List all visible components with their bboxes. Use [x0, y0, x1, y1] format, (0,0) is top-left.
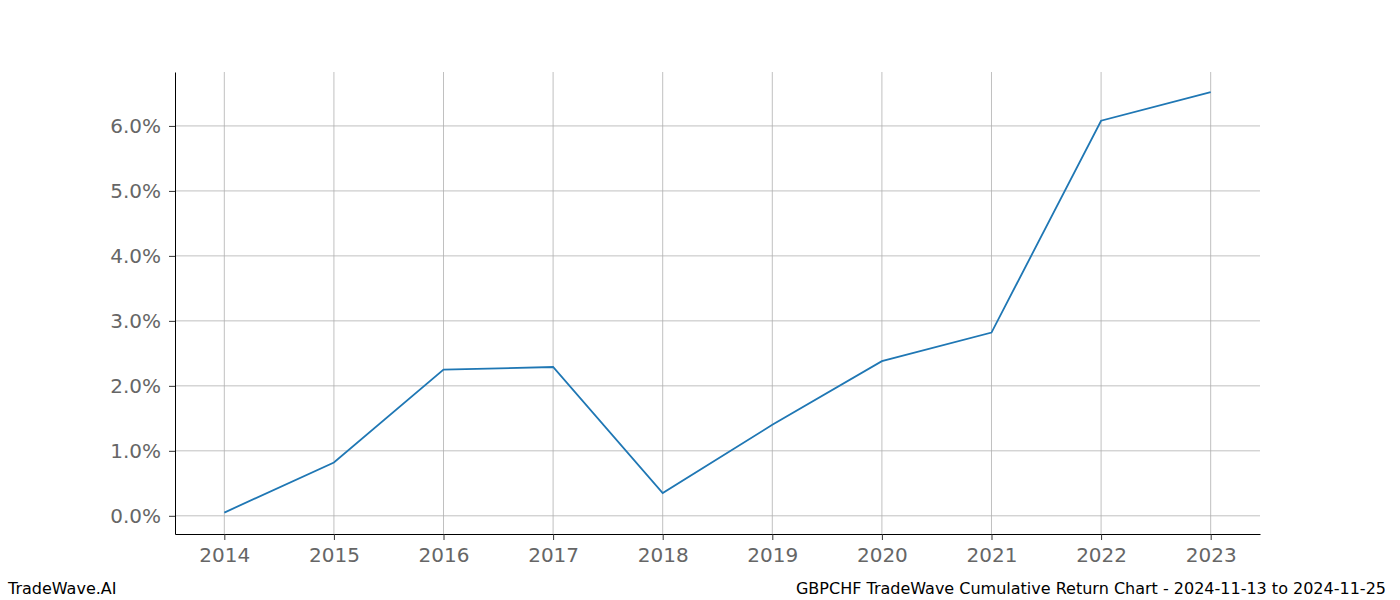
axis-line [176, 534, 1261, 535]
tick-label: 2021 [967, 543, 1018, 567]
grid-line-y [175, 515, 1260, 516]
tick-mark [663, 534, 664, 540]
grid-line-y [175, 255, 1260, 256]
tick-mark [169, 386, 175, 387]
tick-mark [169, 451, 175, 452]
tick: 1.0% [110, 439, 175, 463]
tick-mark [882, 534, 883, 540]
tick-mark [1101, 534, 1102, 540]
tick-mark [1211, 534, 1212, 540]
tick: 2019 [747, 534, 798, 567]
tick-label: 2017 [528, 543, 579, 567]
y-axis: 0.0% 1.0% 2.0% 3.0% 4.0% 5.0% 6.0% [110, 73, 175, 535]
tick: 2.0% [110, 374, 175, 398]
grid-line-y [175, 385, 1260, 386]
tick: 3.0% [110, 309, 175, 333]
tick: 2022 [1076, 534, 1127, 567]
grid-line-x [772, 72, 773, 534]
tick-label: 6.0% [110, 114, 161, 138]
plot: 2014 2015 2016 2017 2018 2019 2020 2021 2022 2023… [110, 72, 1260, 567]
tick-label: 2020 [857, 543, 908, 567]
chart: 2014 2015 2016 2017 2018 2019 2020 2021 2022 2023… [0, 0, 1400, 600]
grid-line-x [991, 72, 992, 534]
tick-label: 2018 [638, 543, 689, 567]
tick-mark [169, 191, 175, 192]
grid-line-x [443, 72, 444, 534]
grid-line-x [333, 72, 334, 534]
tick-label: 2019 [747, 543, 798, 567]
tick-label: 2016 [419, 543, 470, 567]
tick-mark [991, 534, 992, 540]
tick: 2020 [857, 534, 908, 567]
tick: 2018 [638, 534, 689, 567]
tick: 2023 [1186, 534, 1237, 567]
grid-line-x [662, 72, 663, 534]
line [224, 92, 1210, 512]
tick-mark [169, 516, 175, 517]
grid-line-x [1101, 72, 1102, 534]
tick-label: 2022 [1076, 543, 1127, 567]
tick: 4.0% [110, 244, 175, 268]
tick: 5.0% [110, 179, 175, 203]
tick-label: 5.0% [110, 179, 161, 203]
grid-line-y [175, 190, 1260, 191]
tick-mark [444, 534, 445, 540]
tick: 2021 [967, 534, 1018, 567]
tick-mark [334, 534, 335, 540]
tick-label: 2023 [1186, 543, 1237, 567]
tick-mark [169, 321, 175, 322]
tick-label: 3.0% [110, 309, 161, 333]
tick-mark [169, 256, 175, 257]
tick-label: 4.0% [110, 244, 161, 268]
tick-mark [553, 534, 554, 540]
tick-label: 2014 [199, 543, 250, 567]
grid-line-x [881, 72, 882, 534]
tick: 2015 [309, 534, 360, 567]
tick-label: 1.0% [110, 439, 161, 463]
axis-line [175, 73, 176, 535]
grid-line-x [224, 72, 225, 534]
grid-line-y [175, 450, 1260, 451]
grid [175, 72, 1260, 534]
grid-line-y [175, 320, 1260, 321]
tick: 0.0% [110, 504, 175, 528]
tick: 2014 [199, 534, 250, 567]
tick-mark [772, 534, 773, 540]
grid-line-x [1210, 72, 1211, 534]
tick-label: 2.0% [110, 374, 161, 398]
tick-label: 0.0% [110, 504, 161, 528]
x-axis: 2014 2015 2016 2017 2018 2019 2020 2021 2022 2023 [176, 534, 1261, 567]
watermark: TradeWave.AI [7, 579, 116, 598]
tick-mark [224, 534, 225, 540]
tick: 2016 [419, 534, 470, 567]
tick: 2017 [528, 534, 579, 567]
marks [224, 92, 1210, 512]
tick-mark [169, 126, 175, 127]
grid-line-x [553, 72, 554, 534]
tick-label: 2015 [309, 543, 360, 567]
tick: 6.0% [110, 114, 175, 138]
title: GBPCHF TradeWave Cumulative Return Chart… [796, 579, 1386, 598]
